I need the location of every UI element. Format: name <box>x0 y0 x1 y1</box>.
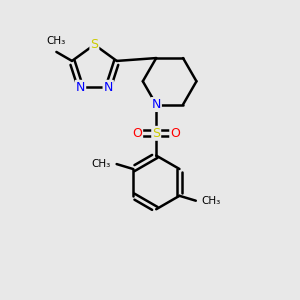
Text: O: O <box>170 127 180 140</box>
Text: O: O <box>132 127 142 140</box>
Text: N: N <box>76 81 85 94</box>
Text: CH₃: CH₃ <box>202 196 221 206</box>
Text: CH₃: CH₃ <box>47 36 66 46</box>
Text: CH₃: CH₃ <box>92 159 111 169</box>
Text: S: S <box>90 38 98 51</box>
Text: S: S <box>152 127 160 140</box>
Text: N: N <box>103 81 113 94</box>
Text: N: N <box>152 98 161 111</box>
